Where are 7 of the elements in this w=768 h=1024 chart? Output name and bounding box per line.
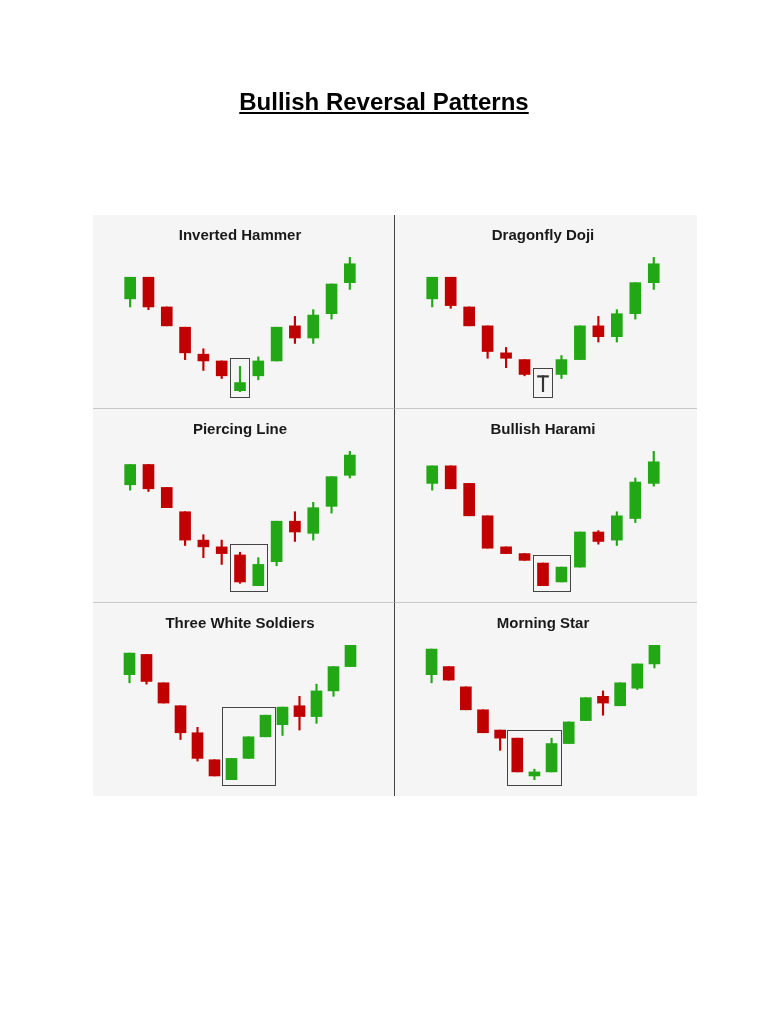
chart-title: Dragonfly Doji bbox=[491, 226, 595, 244]
chart-title: Inverted Hammer bbox=[178, 226, 302, 244]
text: Bullish Reversal Patterns bbox=[238, 88, 530, 116]
chart-title: Morning Star bbox=[496, 614, 590, 632]
chart-title: Piercing Line bbox=[192, 420, 288, 438]
chart-title: Three White Soldiers bbox=[165, 614, 315, 632]
chart-title: Bullish Harami bbox=[490, 420, 596, 438]
